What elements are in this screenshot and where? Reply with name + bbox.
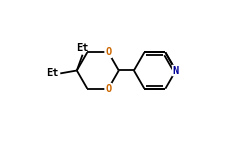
Text: N: N bbox=[172, 66, 178, 75]
Text: O: O bbox=[105, 47, 111, 57]
Text: Et: Et bbox=[46, 68, 58, 78]
Text: Et: Et bbox=[76, 43, 88, 53]
Text: O: O bbox=[105, 84, 111, 94]
